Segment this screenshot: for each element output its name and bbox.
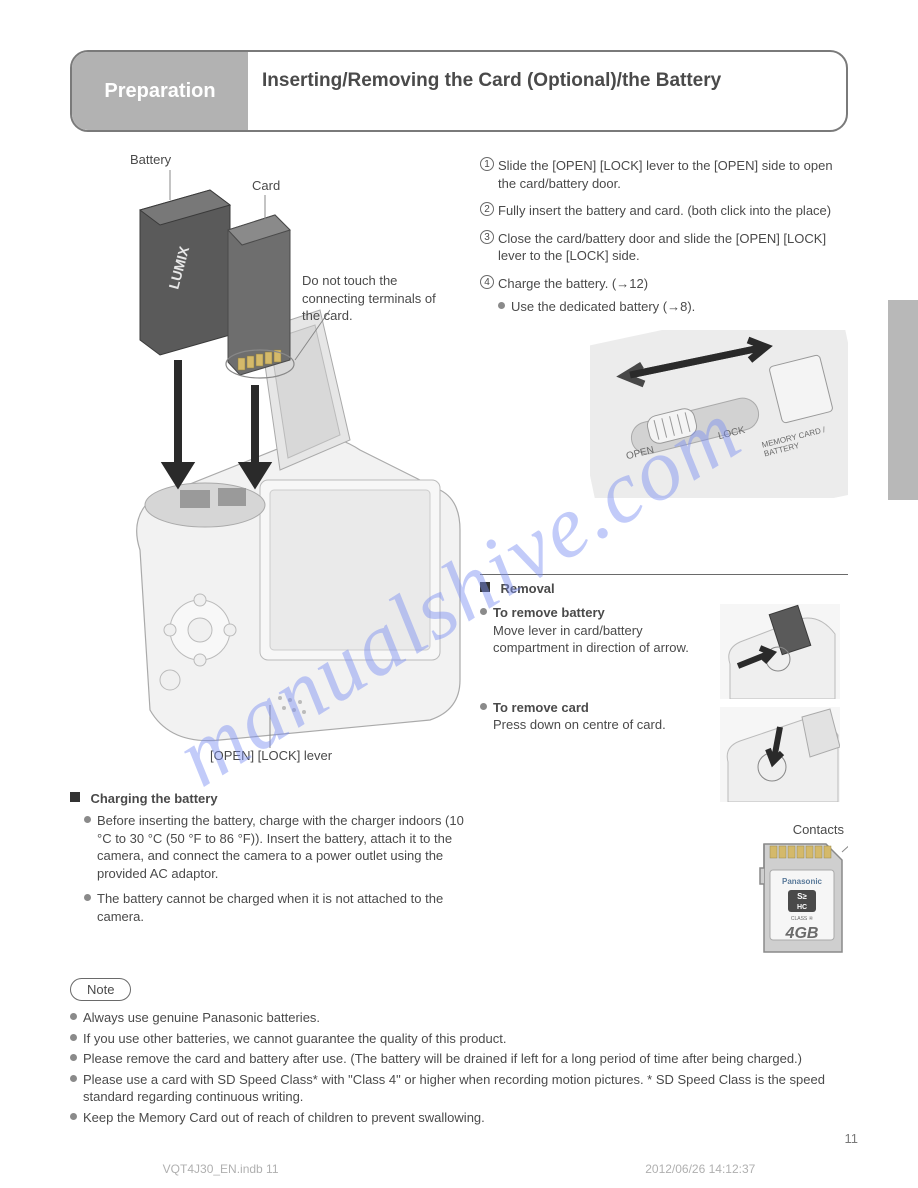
removal-section: Removal To remove battery Move lever in … [480, 574, 848, 970]
note-item-4: Please use a card with SD Speed Class* w… [83, 1071, 848, 1106]
footer-meta: VQT4J30_EN.indb 11 2012/06/26 14:12:37 [0, 1162, 918, 1176]
square-bullet-icon [70, 792, 80, 802]
note-item-3: Please remove the card and battery after… [83, 1050, 848, 1068]
note-section: Note Always use genuine Panasonic batter… [70, 978, 848, 1129]
step-num-1: 1 [480, 157, 494, 171]
note-item-5: Keep the Memory Card out of reach of chi… [83, 1109, 848, 1127]
remove-card-text: Press down on centre of card. [493, 716, 712, 734]
svg-text:HC: HC [797, 904, 807, 911]
note-item-2: If you use other batteries, we cannot gu… [83, 1030, 848, 1048]
remove-battery-illustration [720, 604, 840, 699]
bullet-icon [498, 302, 505, 309]
camera-insert-illustration: LUMIX [70, 160, 470, 750]
step-num-4: 4 [480, 275, 494, 289]
charging-section: Charging the battery Before inserting th… [70, 790, 470, 925]
note-item-1: Always use genuine Panasonic batteries. [83, 1009, 848, 1027]
removal-title: Removal [500, 581, 554, 596]
bullet-icon [70, 1034, 77, 1041]
remove-card-title: To remove card [493, 699, 712, 717]
step-text-4: Charge the battery. (→12) [498, 275, 848, 293]
callout-lever: [OPEN] [LOCK] lever [210, 748, 332, 763]
sd-size: 4GB [785, 925, 819, 942]
step-text-1: Slide the [OPEN] [LOCK] lever to the [OP… [498, 157, 848, 192]
footer-timestamp: 2012/06/26 14:12:37 [645, 1162, 755, 1176]
step-text-3: Close the card/battery door and slide th… [498, 230, 848, 265]
charging-bullet: The battery cannot be charged when it is… [97, 890, 470, 925]
step-text-2: Fully insert the battery and card. (both… [498, 202, 848, 220]
svg-text:CLASS ④: CLASS ④ [791, 916, 814, 922]
bullet-icon [70, 1054, 77, 1061]
svg-text:S≥: S≥ [797, 892, 807, 901]
battery-dedicated-note: Use the dedicated battery (→8). [511, 298, 848, 316]
remove-battery-text: Move lever in card/battery compartment i… [493, 622, 712, 657]
bullet-icon [70, 1075, 77, 1082]
bullet-icon [480, 703, 487, 710]
sd-brand: Panasonic [782, 877, 823, 886]
bullet-icon [70, 1113, 77, 1120]
remove-battery-title: To remove battery [493, 604, 712, 622]
callout-contacts-warning: Do not touch the connecting terminals of… [302, 272, 452, 325]
door-lever-closeup: OPEN LOCK MEMORY CARD / BATTERY [590, 330, 848, 498]
square-bullet-icon [480, 582, 490, 592]
charging-text: Before inserting the battery, charge wit… [97, 812, 470, 882]
callout-contacts-label: Contacts [793, 822, 844, 837]
header-category: Preparation [72, 52, 248, 130]
bullet-icon [84, 894, 91, 901]
remove-card-illustration [720, 707, 840, 802]
callout-battery: Battery [130, 152, 171, 167]
step-num-2: 2 [480, 202, 494, 216]
callout-card: Card [252, 178, 280, 193]
charging-title: Charging the battery [90, 791, 217, 806]
header-category-label: Preparation [104, 80, 215, 103]
page-header-box: Preparation Inserting/Removing the Card … [70, 50, 848, 132]
steps-column: 1 Slide the [OPEN] [LOCK] lever to the [… [480, 157, 848, 498]
bullet-icon [84, 816, 91, 823]
page-title: Inserting/Removing the Card (Optional)/t… [262, 70, 721, 92]
sd-card-graphic: Panasonic S≥ HC CLASS ④ 4GB [756, 840, 848, 958]
note-label: Note [70, 978, 131, 1001]
page-number: 11 [845, 1131, 859, 1146]
bullet-icon [70, 1013, 77, 1020]
footer-file-ref: VQT4J30_EN.indb 11 [163, 1162, 279, 1176]
section-side-tab [888, 300, 918, 500]
bullet-icon [480, 608, 487, 615]
step-num-3: 3 [480, 230, 494, 244]
